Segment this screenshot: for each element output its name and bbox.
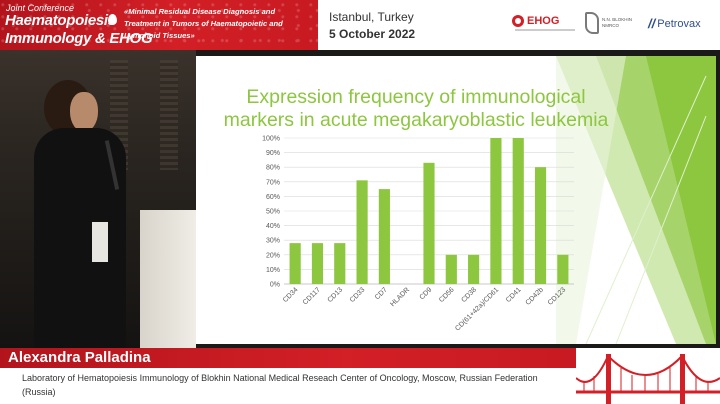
blokhin-logo-icon [585,12,599,34]
slide-title: Expression frequency of immunological ma… [196,86,636,132]
conference-label: Joint Conference [6,3,75,13]
bridge-icon [575,354,720,404]
conference-banner: Joint Conference Haematopoiesis Immunolo… [0,0,318,50]
bar [557,254,569,284]
x-tick-label: CD34 [282,286,300,304]
x-tick-label: CD33 [349,286,367,304]
venue-date: 5 October 2022 [329,27,416,41]
window-blind [160,60,178,170]
ehog-tagline-line [515,29,575,31]
bar [289,243,301,284]
petrovax-logo-text: Petrovax [657,17,701,30]
ehog-logo: EHOG [512,15,559,27]
ehog-logo-text: EHOG [527,15,560,27]
blood-drop-icon [108,14,117,25]
y-tick-label: 60% [266,194,280,201]
x-tick-label: CD123 [547,286,567,306]
slide-title-line1: Expression frequency of immunological [246,86,586,108]
y-tick-label: 30% [266,238,280,245]
y-tick-label: 90% [266,150,280,157]
x-tick-label: HLADR [389,286,411,308]
y-tick-label: 10% [266,267,280,274]
conference-title-line2: Immunology & EHOG [5,30,153,47]
x-tick-label: CD41 [505,286,523,304]
banner-pattern [0,0,318,50]
y-tick-label: 20% [266,252,280,259]
bar [468,254,480,284]
bar [378,189,390,284]
speaker-name: Alexandra Palladina [8,349,151,366]
bar [311,243,324,284]
y-tick-label: 80% [266,165,280,172]
x-tick-label: CD117 [302,286,322,306]
petrovax-logo-icon: // [648,16,656,31]
y-tick-label: 40% [266,223,280,230]
speaker-face [70,92,98,132]
conference-subtitle: «Minimal Residual Disease Diagnosis and … [124,7,283,40]
bar [512,138,524,284]
y-tick-label: 50% [266,209,280,216]
bridge-graphic [575,348,720,404]
x-tick-label: CD56 [438,286,456,304]
x-tick-label: CD9 [419,286,434,301]
lectern [140,210,196,348]
blokhin-logo: N.N. BLOKHIN NMRCO [585,12,632,34]
speaker-name-bar [0,348,576,368]
y-tick-label: 70% [266,179,280,186]
petrovax-logo: // Petrovax [648,16,701,31]
bar [423,162,435,284]
slide-decoration [556,56,716,344]
venue-city: Istanbul, Turkey [329,10,414,24]
y-tick-label: 0% [270,282,280,289]
blokhin-logo-text: N.N. BLOKHIN NMRCO [602,17,633,28]
conference-title-line1: Haematopoiesis [5,12,116,29]
x-tick-label: CD38 [460,286,478,304]
ehog-logo-icon [512,15,524,27]
y-tick-label: 100% [262,136,280,143]
presentation-slide: Expression frequency of immunological ma… [196,56,716,344]
x-tick-label: CD13 [327,286,345,304]
speaker-badge [92,222,108,262]
bar [534,167,547,284]
bar [356,180,368,284]
bar [334,243,346,284]
x-tick-label: CD7 [374,286,389,301]
x-tick-label: CD(61+42a)/CD61 [454,286,500,332]
bar-chart: 0%10%20%30%40%50%60%70%80%90%100%CD34 CD1… [262,136,574,333]
x-tick-label: CD42b [525,286,545,306]
slide-title-line2: markers in acute megakaryoblastic leukem… [223,109,609,131]
speaker-affiliation: Laboratory of Hematopoiesis Immunology o… [22,373,538,397]
bar [445,254,457,284]
bar [490,138,502,284]
